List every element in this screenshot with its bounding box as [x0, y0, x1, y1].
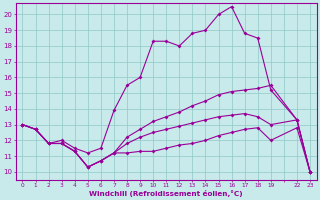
X-axis label: Windchill (Refroidissement éolien,°C): Windchill (Refroidissement éolien,°C): [89, 190, 243, 197]
